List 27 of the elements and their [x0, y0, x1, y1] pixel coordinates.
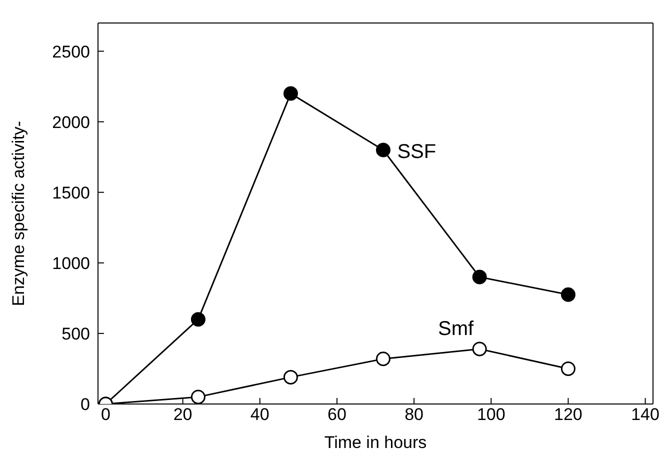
point [560, 361, 576, 376]
point [472, 342, 487, 356]
x-tick-label: 20 [173, 405, 192, 424]
y-tick-label: 2500 [52, 42, 90, 62]
point [376, 142, 390, 158]
x-axis-title: Time in hours [324, 433, 427, 452]
x-tick-label: 40 [250, 405, 270, 424]
x-tick-label: 0 [100, 405, 110, 424]
x-tick-label: 80 [404, 405, 424, 424]
y-tick-label: 2000 [52, 112, 90, 132]
x-tick-label: 120 [554, 405, 582, 424]
series-label: Smf [438, 318, 474, 340]
point [283, 86, 298, 101]
x-tick-label: 60 [327, 405, 346, 424]
point [283, 370, 298, 384]
point [190, 312, 206, 327]
series-label: SSF [397, 141, 436, 163]
x-tick-label: 100 [476, 405, 506, 424]
x-tick-label: 140 [631, 405, 660, 424]
y-axis-title: Enzyme specific activity- [9, 120, 28, 306]
y-tick-label: 500 [62, 324, 90, 344]
point [472, 270, 487, 284]
y-tick-label: 1500 [52, 183, 90, 202]
point [190, 390, 206, 404]
point [560, 287, 576, 302]
point [376, 352, 390, 366]
y-tick-label: 1000 [52, 254, 90, 273]
